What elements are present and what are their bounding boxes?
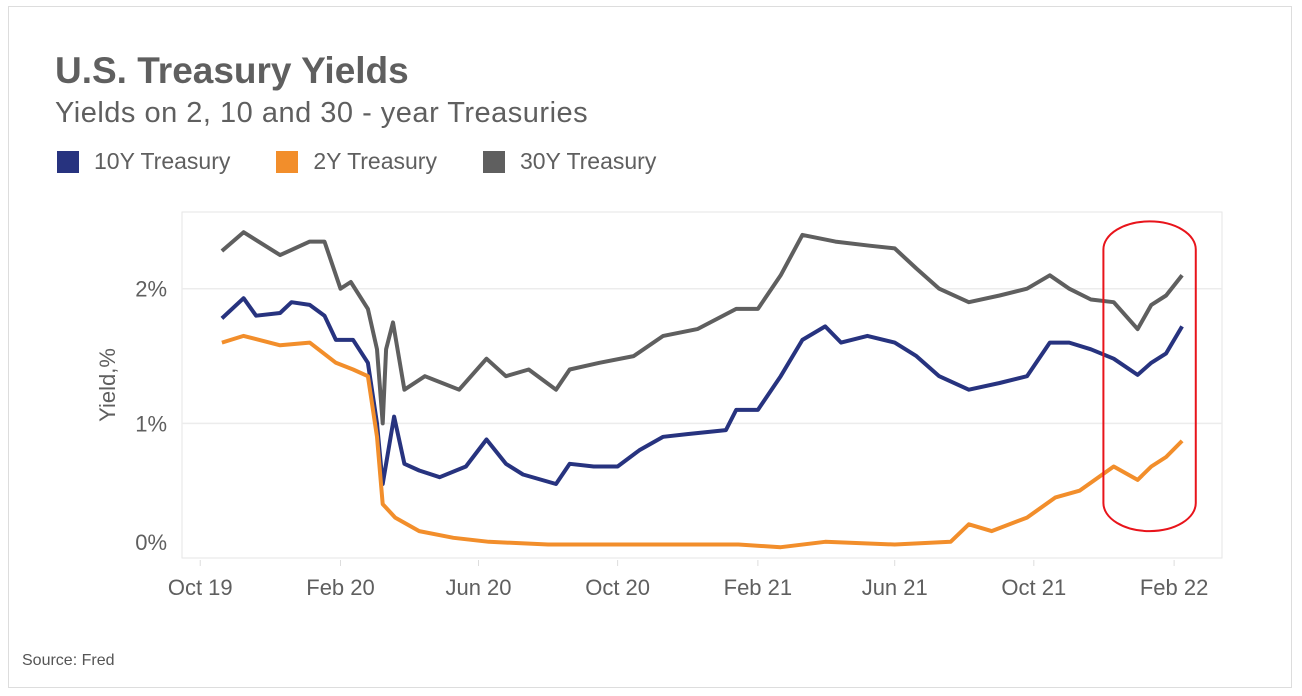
y-tick-label: 2% [135, 277, 167, 302]
legend-swatch-30y [482, 150, 505, 173]
legend-swatch-2y [276, 150, 299, 173]
legend-item-30y: 30Y Treasury [482, 148, 657, 175]
legend-item-2y: 2Y Treasury [276, 148, 437, 175]
x-tick-label: Oct 21 [1001, 575, 1066, 600]
legend-swatch-10y [57, 150, 79, 173]
highlight-annotation [1102, 220, 1197, 533]
legend: 10Y Treasury 2Y Treasury 30Y Treasury [57, 148, 702, 175]
y-axis-label: Yield,% [95, 348, 120, 422]
plot-area [181, 211, 1223, 559]
x-tick-label: Jun 20 [445, 575, 511, 600]
chart-title: U.S. Treasury Yields [55, 50, 409, 91]
y-tick-label: 0% [135, 530, 167, 555]
x-tick-label: Jun 21 [862, 575, 928, 600]
x-tick-label: Feb 21 [724, 575, 793, 600]
series-line-2y [221, 333, 1184, 550]
chart-frame [8, 6, 1292, 688]
x-tick-label: Feb 20 [306, 575, 375, 600]
source-note: Source: Fred [22, 652, 115, 669]
x-tick-label: Oct 19 [168, 575, 233, 600]
legend-item-10y: 10Y Treasury [57, 148, 230, 175]
legend-label-10y: 10Y Treasury [94, 148, 231, 174]
legend-label-30y: 30Y Treasury [519, 148, 657, 174]
legend-label-2y: 2Y Treasury [313, 148, 437, 174]
chart-subtitle: Yields on 2, 10 and 30 - year Treasuries [55, 97, 589, 129]
y-tick-label: 1% [135, 411, 167, 436]
x-tick-label: Oct 20 [585, 575, 650, 600]
series-line-30y [220, 230, 1184, 426]
series-line-10y [220, 296, 1184, 486]
x-tick-label: Feb 22 [1140, 575, 1209, 600]
